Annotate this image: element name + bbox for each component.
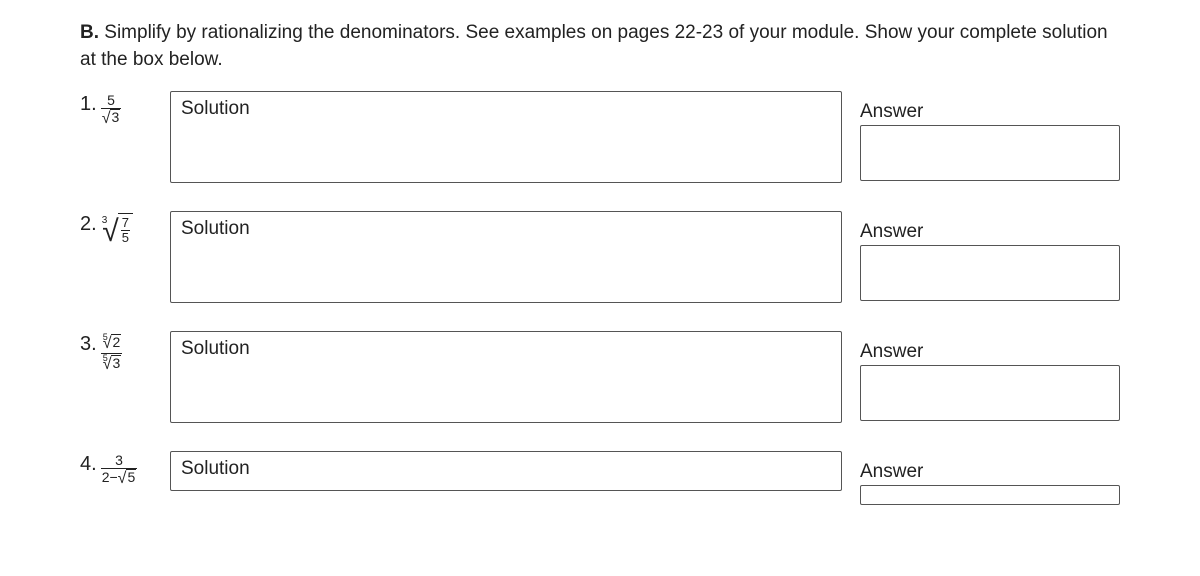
solution-box-3[interactable]: Solution — [170, 331, 842, 423]
section-text: Simplify by rationalizing the denominato… — [80, 22, 1108, 70]
problem-1-denominator: √3 — [101, 109, 122, 128]
solution-box-4[interactable]: Solution — [170, 451, 842, 491]
problem-4-denominator: 2−√5 — [101, 469, 138, 488]
problem-row-2: 2. 3 √ 7 5 Solution Answer — [80, 211, 1120, 303]
problem-2-number: 2. — [80, 213, 97, 236]
solution-placeholder-2: Solution — [181, 218, 250, 239]
problem-4-numerator: 3 — [101, 453, 138, 469]
problem-1-label: 1. 5 √3 — [80, 91, 152, 127]
problem-3-expression: 5√2 5√3 — [101, 333, 123, 374]
problem-4-expression: 3 2−√5 — [101, 453, 138, 487]
answer-box-4[interactable] — [860, 485, 1120, 505]
problem-1-expression: 5 √3 — [101, 93, 122, 127]
answer-box-3[interactable] — [860, 365, 1120, 421]
answer-box-1[interactable] — [860, 125, 1120, 181]
problem-3-denominator: 5√3 — [101, 354, 123, 374]
problem-4-label: 4. 3 2−√5 — [80, 451, 152, 487]
problem-4-number: 4. — [80, 453, 97, 476]
section-instructions: B. Simplify by rationalizing the denomin… — [80, 20, 1120, 73]
problem-2-root-index: 3 — [102, 215, 108, 226]
answer-label-4: Answer — [860, 461, 1120, 483]
problem-3-label: 3. 5√2 5√3 — [80, 331, 152, 374]
problem-2-label: 2. 3 √ 7 5 — [80, 211, 152, 244]
answer-col-4: Answer — [860, 451, 1120, 505]
problem-3-numerator: 5√2 — [101, 333, 123, 354]
answer-col-3: Answer — [860, 331, 1120, 421]
problem-2-inner-num: 7 — [121, 216, 130, 231]
problem-1-numerator: 5 — [101, 93, 122, 109]
answer-box-2[interactable] — [860, 245, 1120, 301]
problem-2-expression: 3 √ 7 5 — [101, 213, 133, 244]
solution-box-1[interactable]: Solution — [170, 91, 842, 183]
problem-2-inner-den: 5 — [121, 231, 130, 245]
solution-placeholder-4: Solution — [181, 458, 250, 479]
problem-row-4: 4. 3 2−√5 Solution Answer — [80, 451, 1120, 505]
worksheet-page: B. Simplify by rationalizing the denomin… — [0, 0, 1200, 505]
problem-row-1: 1. 5 √3 Solution Answer — [80, 91, 1120, 183]
answer-col-2: Answer — [860, 211, 1120, 301]
solution-box-2[interactable]: Solution — [170, 211, 842, 303]
answer-label-3: Answer — [860, 341, 1120, 363]
problem-row-3: 3. 5√2 5√3 Solution Answer — [80, 331, 1120, 423]
answer-label-1: Answer — [860, 101, 1120, 123]
section-label: B. — [80, 22, 99, 43]
answer-label-2: Answer — [860, 221, 1120, 243]
answer-col-1: Answer — [860, 91, 1120, 181]
solution-placeholder-1: Solution — [181, 98, 250, 119]
problem-3-number: 3. — [80, 333, 97, 356]
solution-placeholder-3: Solution — [181, 338, 250, 359]
problem-1-number: 1. — [80, 93, 97, 116]
